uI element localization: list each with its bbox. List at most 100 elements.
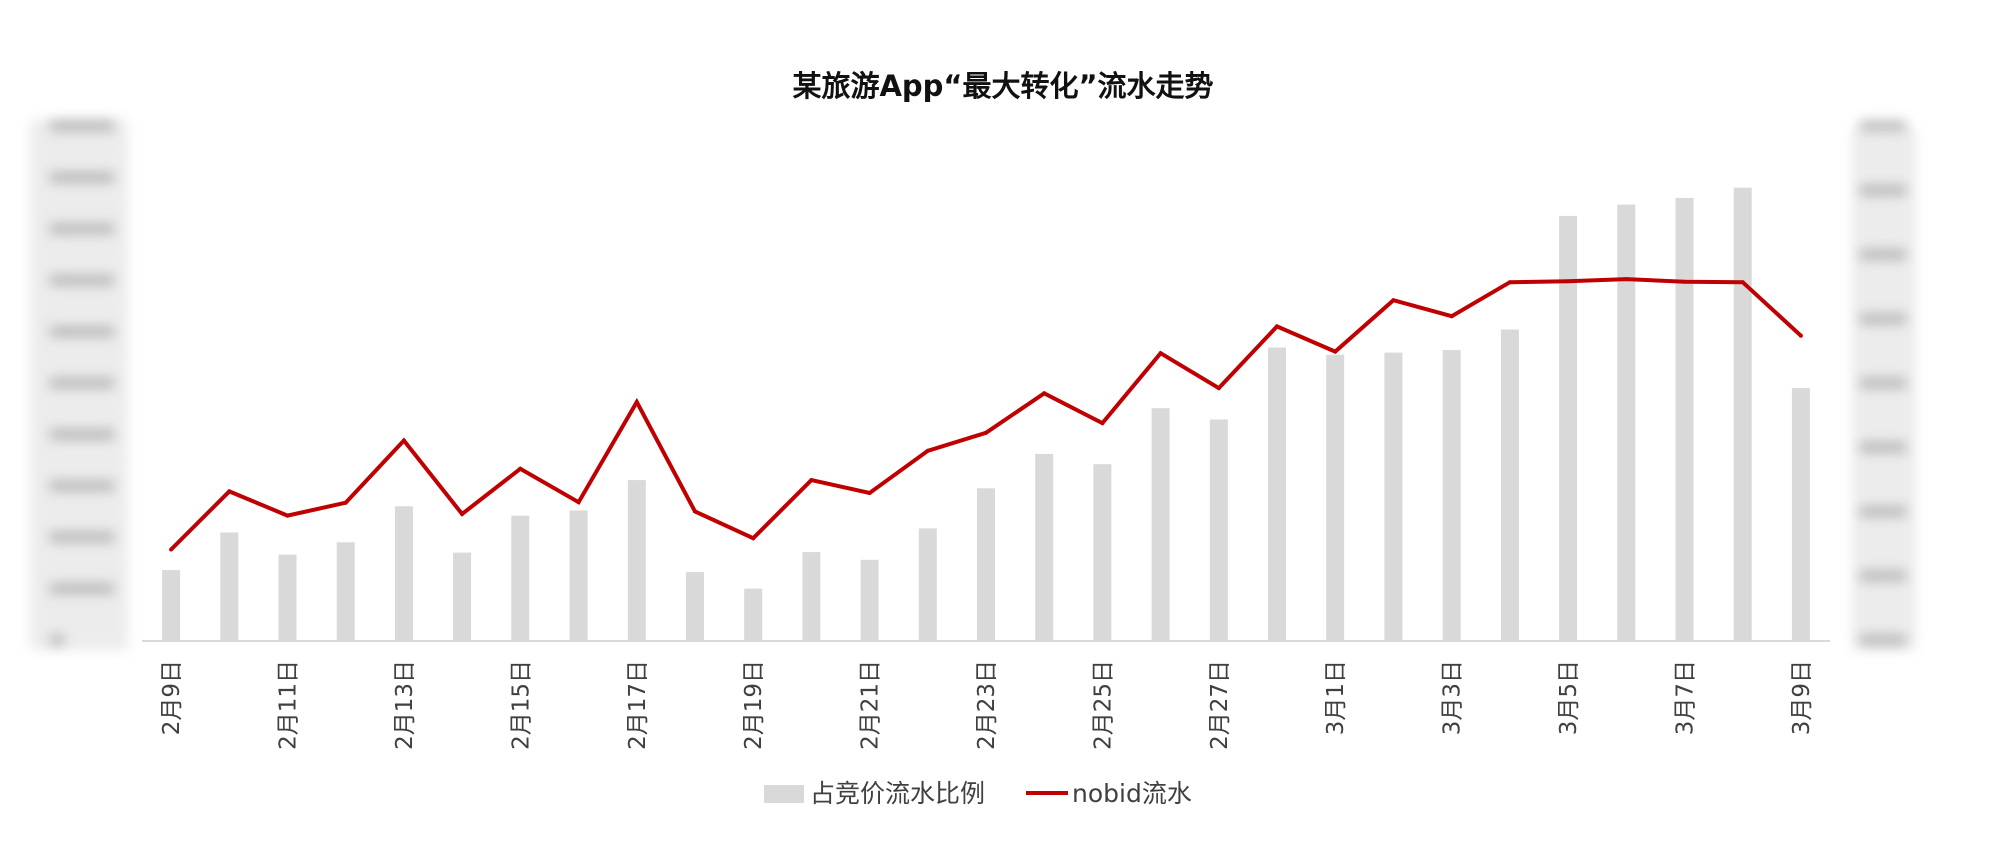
line-point-3月2日 <box>1391 298 1396 303</box>
y-left-tick-obscured <box>50 635 64 645</box>
bar-2月24日 <box>1035 453 1054 641</box>
legend: 占竞价流水比例 nobid流水 <box>764 779 1192 808</box>
line-point-2月15日 <box>518 466 523 471</box>
y-right-tick-obscured <box>1860 442 1906 453</box>
x-tick-label: 2月19日 <box>741 660 767 750</box>
line-point-2月11日 <box>285 513 290 518</box>
y-right-tick-obscured <box>1860 506 1906 517</box>
bar-2月14日 <box>453 552 472 641</box>
legend-bar-label: 占竞价流水比例 <box>810 779 985 808</box>
bar-3月4日 <box>1500 329 1519 641</box>
chart-title: 某旅游App“最大转化”流水走势 <box>792 69 1213 103</box>
y-axis-right-obscured <box>1852 128 1916 650</box>
y-left-tick-obscured <box>50 429 114 440</box>
y-right-tick-obscured <box>1860 121 1906 131</box>
line-point-2月28日 <box>1275 324 1279 329</box>
bar-3月7日 <box>1675 197 1694 641</box>
y-left-tick-obscured <box>50 532 114 543</box>
bar-3月2日 <box>1384 352 1403 641</box>
bar-2月21日 <box>860 559 879 641</box>
line-point-2月23日 <box>984 430 988 435</box>
y-left-tick-obscured <box>50 172 114 183</box>
line-point-2月17日 <box>634 400 639 404</box>
line-point-2月13日 <box>401 438 406 443</box>
y-left-tick-obscured <box>50 583 114 594</box>
y-left-tick-obscured <box>50 378 114 388</box>
line-point-2月24日 <box>1042 391 1047 396</box>
line-point-2月18日 <box>693 509 697 514</box>
bar-2月15日 <box>511 515 530 641</box>
x-tick-label: 3月5日 <box>1556 660 1582 735</box>
bar-2月20日 <box>802 552 821 641</box>
bar-series <box>162 187 1810 641</box>
bar-3月8日 <box>1733 187 1752 641</box>
bar-2月26日 <box>1151 408 1170 641</box>
line-point-2月26日 <box>1158 351 1163 356</box>
x-tick-label: 2月11日 <box>276 660 302 750</box>
y-left-tick-obscured <box>50 121 114 131</box>
line-point-3月8日 <box>1740 280 1745 285</box>
x-tick-label: 3月3日 <box>1440 660 1466 735</box>
bar-2月16日 <box>569 510 588 641</box>
x-tick-label: 3月1日 <box>1323 660 1349 735</box>
y-right-tick-obscured <box>1860 185 1906 196</box>
legend-line-label: nobid流水 <box>1072 779 1192 808</box>
y-left-tick-obscured <box>50 326 114 337</box>
bar-2月25日 <box>1093 464 1112 641</box>
bar-3月3日 <box>1442 350 1461 641</box>
y-right-tick-obscured <box>1860 313 1906 324</box>
bar-3月9日 <box>1791 388 1810 641</box>
bar-3月6日 <box>1617 204 1636 641</box>
x-axis-ticks: 2月9日 2月11日 2月13日 2月15日 2月17日 2月19日 2月21日 2月23日 2… <box>159 660 1815 750</box>
y-left-tick-obscured <box>50 275 114 286</box>
y-right-tick-obscured <box>1860 378 1906 388</box>
line-point-2月9日 <box>169 547 174 552</box>
bar-2月17日 <box>627 480 646 641</box>
bar-2月22日 <box>918 528 937 641</box>
y-right-tick-obscured <box>1860 570 1906 581</box>
bar-2月28日 <box>1268 347 1286 641</box>
x-tick-label: 2月13日 <box>392 660 418 750</box>
line-point-2月10日 <box>227 489 232 494</box>
bar-2月13日 <box>394 506 413 641</box>
y-left-tick-obscured <box>50 480 114 491</box>
line-point-2月19日 <box>751 536 756 541</box>
bar-2月12日 <box>336 542 355 641</box>
bar-3月5日 <box>1559 215 1578 641</box>
x-tick-label: 2月21日 <box>858 660 884 750</box>
line-point-3月6日 <box>1624 277 1629 282</box>
bar-2月18日 <box>686 572 704 641</box>
line-point-2月14日 <box>460 512 465 516</box>
line-point-3月5日 <box>1566 279 1571 284</box>
line-point-2月12日 <box>343 500 348 505</box>
line-series <box>169 277 1803 552</box>
line-point-3月3日 <box>1449 314 1454 319</box>
x-tick-label: 3月7日 <box>1673 660 1699 735</box>
x-tick-label: 2月25日 <box>1090 660 1116 750</box>
bar-2月9日 <box>162 570 181 641</box>
x-tick-label: 2月15日 <box>508 660 534 750</box>
bar-2月23日 <box>977 488 995 641</box>
x-tick-label: 2月23日 <box>974 660 1000 750</box>
x-tick-label: 2月9日 <box>159 660 185 735</box>
x-tick-label: 2月17日 <box>625 660 651 750</box>
line-point-2月25日 <box>1100 421 1105 426</box>
y-left-tick-obscured <box>50 223 114 234</box>
y-axis-right-ticks <box>1860 121 1906 645</box>
bar-2月19日 <box>744 588 763 641</box>
line-point-2月22日 <box>925 448 930 453</box>
line-point-2月21日 <box>867 491 872 495</box>
bar-2月27日 <box>1209 419 1228 641</box>
line-point-3月4日 <box>1507 280 1512 285</box>
x-tick-label: 2月27日 <box>1207 660 1233 750</box>
line-point-3月9日 <box>1798 333 1803 338</box>
line-point-2月27日 <box>1216 386 1221 391</box>
line-point-3月7日 <box>1682 279 1687 284</box>
y-right-tick-obscured <box>1860 635 1906 645</box>
bar-2月11日 <box>278 554 297 641</box>
legend-bar-swatch <box>764 785 804 803</box>
y-right-tick-obscured <box>1860 249 1906 260</box>
y-axis-left-ticks <box>50 121 114 645</box>
x-tick-label: 3月9日 <box>1789 660 1815 735</box>
